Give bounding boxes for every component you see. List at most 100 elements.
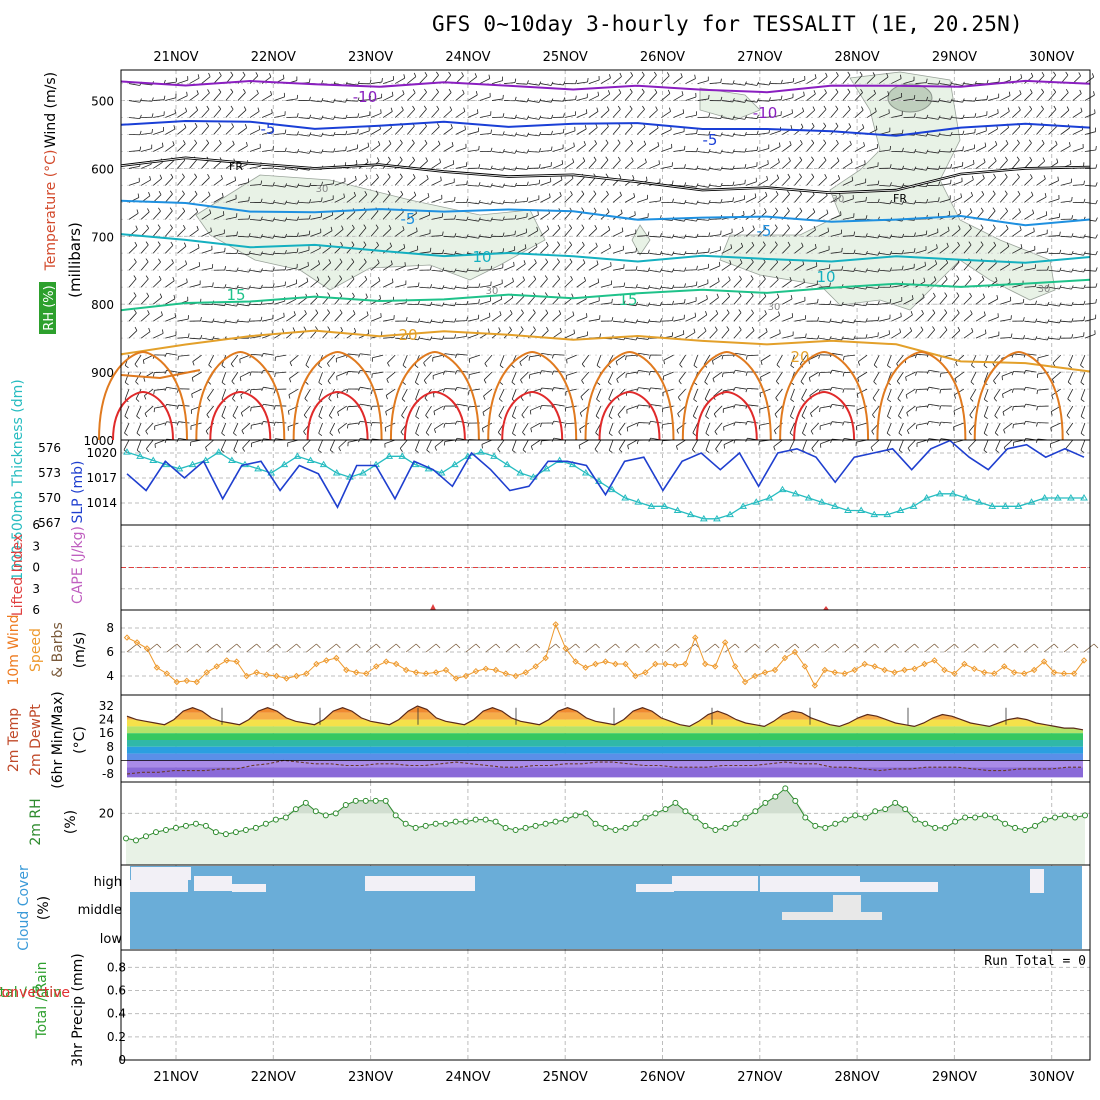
wind-barb xyxy=(1011,142,1020,152)
wind-barb-flag xyxy=(799,207,803,212)
wind-barb xyxy=(650,387,662,390)
wind-barb xyxy=(552,331,562,339)
isotherm-fr-inner xyxy=(120,157,1091,194)
wind-barb-flag xyxy=(595,242,598,247)
wind-barb xyxy=(249,184,261,186)
wind-barb-flag xyxy=(136,449,141,453)
wind10-barb-flag xyxy=(256,643,261,649)
wind-barb-flag xyxy=(887,365,891,369)
wind-barb-flag xyxy=(938,197,940,202)
wind-barb-flag xyxy=(376,241,379,246)
wind10-barb xyxy=(1083,643,1095,653)
isotherm-label: 20 xyxy=(790,348,809,366)
wind-barb xyxy=(334,295,343,305)
rh-point xyxy=(612,827,619,833)
wind-barb xyxy=(963,331,974,339)
wind10-barb xyxy=(844,643,855,653)
li-tick-label: 6 xyxy=(32,603,40,617)
wind-barb xyxy=(334,117,346,120)
wind-barb xyxy=(806,337,818,340)
wind-barb-flag xyxy=(272,234,276,239)
wind-barb-flag xyxy=(522,432,526,436)
wind-barb-flag xyxy=(581,241,585,246)
wind-barb-flag xyxy=(499,381,504,386)
wind-barb-flag xyxy=(905,394,908,399)
wind-speed-point xyxy=(1001,663,1008,670)
wind-barb-flag xyxy=(271,109,273,114)
wind-barb xyxy=(612,142,621,152)
wind-barb xyxy=(564,227,572,237)
rh-point xyxy=(132,837,139,844)
wind-barb xyxy=(842,144,852,152)
wind-barb xyxy=(434,439,444,448)
wind-barb-flag xyxy=(206,139,210,144)
wind-barb xyxy=(626,354,638,357)
rh-shade-dark xyxy=(887,83,933,113)
wind-barb-flag xyxy=(230,88,234,93)
wind-barb-flag xyxy=(720,96,723,101)
thickness-tick-label: 576 xyxy=(38,441,61,455)
wind-barb-flag xyxy=(802,107,805,112)
wind-barb-flag xyxy=(443,405,446,411)
wind-barb-flag xyxy=(1018,208,1021,213)
li-marker xyxy=(823,606,829,610)
wind10-barb-flag xyxy=(216,643,222,649)
wind-barb xyxy=(346,331,356,339)
wind-barb xyxy=(887,354,892,366)
wind-barb xyxy=(336,371,347,377)
rh-point xyxy=(932,824,939,831)
wind-barb xyxy=(128,181,140,186)
wind-barb xyxy=(178,421,190,424)
wind-barb-flag xyxy=(195,106,199,111)
wind-speed-point xyxy=(791,648,799,656)
wind-barb-flag xyxy=(261,370,264,375)
wind-barb xyxy=(677,388,686,398)
wind-barb-flag xyxy=(221,365,226,369)
wind-barb-flag xyxy=(593,207,597,212)
wind-barb xyxy=(733,329,742,339)
wind-barb xyxy=(854,75,863,84)
wind-tick-label: 6 xyxy=(106,645,114,659)
wind-barb-flag xyxy=(442,267,445,272)
wind-barb xyxy=(540,165,552,169)
rh-point xyxy=(572,812,579,819)
thickness-point xyxy=(123,448,131,455)
wind-barb xyxy=(638,404,650,407)
wind-barb xyxy=(274,201,286,205)
wind-barb-flag xyxy=(787,190,790,195)
wind-barb-flag xyxy=(401,106,404,111)
wind-barb xyxy=(540,228,550,237)
wind-barb-flag xyxy=(901,200,905,205)
wind-barb xyxy=(782,298,793,305)
wind-barb xyxy=(152,210,161,220)
wind-barb xyxy=(809,371,819,379)
wind-barb-flag xyxy=(606,208,610,213)
wind-barb-flag xyxy=(477,109,479,114)
wind-barb-flag xyxy=(461,72,464,77)
wind-barb xyxy=(407,286,419,288)
wind-barb xyxy=(237,320,249,323)
wind-barb-flag xyxy=(708,113,711,118)
wind-barb-flag xyxy=(642,105,645,110)
rh-point xyxy=(662,806,669,813)
wind-barb-flag xyxy=(403,74,406,79)
wind10-barb xyxy=(1063,643,1075,653)
wind-barb-flag xyxy=(647,249,650,254)
wind-barb xyxy=(481,439,493,445)
wind-barb xyxy=(275,354,287,358)
wind-barb xyxy=(305,354,311,366)
wind-speed-point xyxy=(373,663,380,670)
wind-barb xyxy=(854,163,866,169)
wind-barb xyxy=(419,196,430,203)
wind-barb xyxy=(1080,439,1086,451)
wind-barb xyxy=(192,354,202,362)
wind-barb xyxy=(1001,371,1013,377)
wind-barb xyxy=(1025,386,1037,390)
wind-barb-flag xyxy=(1080,416,1085,420)
wind-barb-flag xyxy=(570,275,573,280)
wind-barb xyxy=(564,99,576,101)
wind-barb-flag xyxy=(364,275,368,280)
wind-barb xyxy=(870,439,880,448)
wind-barb-flag xyxy=(557,241,561,246)
wind10-barb-flag xyxy=(495,643,501,649)
